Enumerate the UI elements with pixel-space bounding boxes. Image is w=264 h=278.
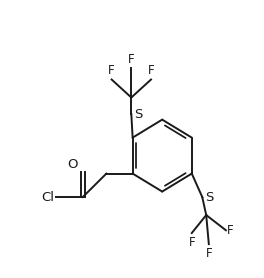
Text: F: F	[128, 53, 135, 66]
Text: S: S	[205, 191, 214, 203]
Text: Cl: Cl	[41, 191, 54, 203]
Text: S: S	[134, 108, 143, 121]
Text: F: F	[148, 64, 154, 77]
Text: F: F	[188, 236, 195, 249]
Text: F: F	[227, 224, 234, 237]
Text: O: O	[68, 158, 78, 171]
Text: F: F	[205, 247, 212, 260]
Text: F: F	[108, 64, 115, 77]
